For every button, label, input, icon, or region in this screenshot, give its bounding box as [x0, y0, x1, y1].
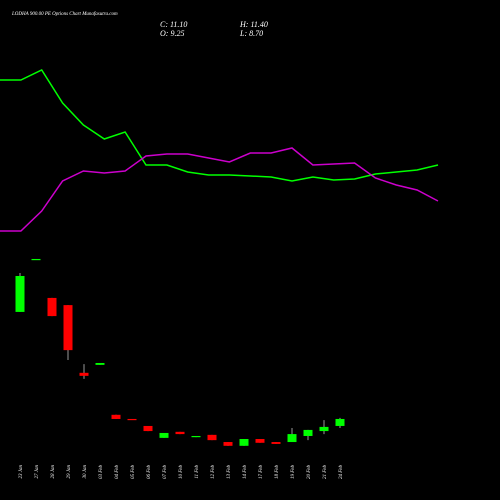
candle-body [303, 429, 313, 436]
x-tick-label: 17 Feb [259, 465, 264, 480]
overlay-line [0, 147, 439, 232]
ohlc-label: H: 11.40 [239, 20, 268, 29]
x-tick-label: 21 Feb [323, 465, 328, 480]
candle-body [159, 432, 169, 438]
candle-body [255, 439, 265, 443]
candle-body [63, 305, 73, 351]
x-tick-label: 05 Feb [131, 465, 136, 480]
x-tick-label: 12 Feb [211, 465, 216, 480]
candle-body [143, 425, 153, 432]
candle-body [15, 275, 25, 312]
overlay-line [0, 69, 439, 182]
x-tick-label: 20 Feb [307, 465, 312, 480]
x-tick-label: 18 Feb [275, 465, 280, 480]
candle-body [287, 434, 297, 443]
candle-body [31, 258, 41, 261]
candle-body [79, 372, 89, 376]
x-tick-label: 03 Feb [99, 465, 104, 480]
x-tick-label: 10 Feb [179, 465, 184, 480]
x-tick-label: 28 Jan [51, 465, 56, 479]
candle-body [319, 426, 329, 432]
candle-body [191, 435, 201, 438]
candle-body [223, 442, 233, 446]
candle-body [127, 418, 137, 421]
candle-body [175, 431, 185, 435]
x-tick-label: 29 Jan [67, 465, 72, 479]
x-tick-label: 07 Feb [163, 465, 168, 480]
ohlc-label: O: 9.25 [160, 29, 184, 38]
chart-title: LODHA 900.00 PE Options Chart Munafasutr… [11, 12, 118, 17]
candle-body [239, 439, 249, 446]
x-tick-label: 24 Feb [339, 465, 344, 480]
candle-body [95, 362, 105, 365]
x-tick-label: 30 Jan [83, 465, 88, 479]
x-tick-label: 06 Feb [147, 465, 152, 480]
x-tick-label: 23 Jan [19, 465, 24, 479]
candle-body [335, 418, 345, 426]
candle-body [111, 414, 121, 419]
x-tick-label: 13 Feb [227, 465, 232, 480]
ohlc-label: C: 11.10 [160, 20, 187, 29]
candle-body [271, 442, 281, 444]
x-tick-label: 19 Feb [291, 465, 296, 480]
candle-body [47, 297, 57, 317]
candle-body [207, 434, 217, 441]
x-tick-label: 04 Feb [115, 465, 120, 480]
x-tick-label: 14 Feb [243, 465, 248, 480]
x-tick-label: 11 Feb [195, 465, 200, 479]
ohlc-label: L: 8.70 [239, 29, 263, 38]
x-tick-label: 27 Jan [35, 465, 40, 479]
